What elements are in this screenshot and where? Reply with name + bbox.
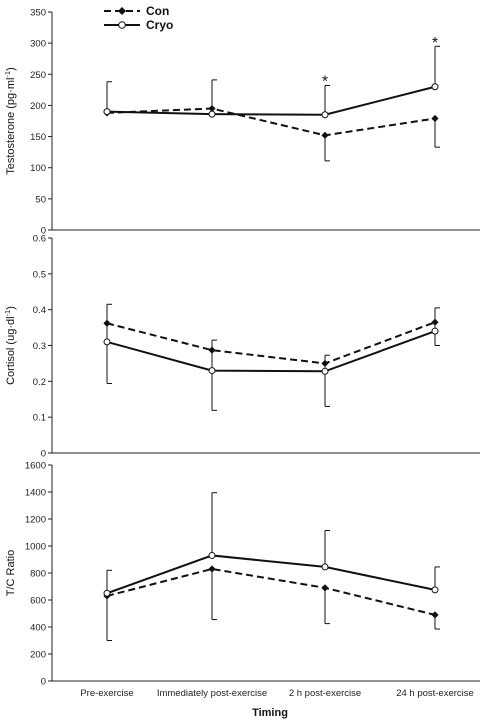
data-point xyxy=(321,111,329,119)
y-tick-label: 200 xyxy=(30,650,46,661)
data-point xyxy=(208,367,216,375)
series-line xyxy=(106,567,436,616)
series-cryo-testosterone xyxy=(103,45,440,119)
y-tick-label: 0.3 xyxy=(33,341,46,352)
data-point xyxy=(208,110,216,118)
panel-cortisol: 0 0.1 0.2 0.3 0.4 0.5 0.6 Cortisol (ug·dl-1) xyxy=(3,234,480,460)
chart-panels: 0 50 100 150 200 250 300 350 Testosterone (pg·ml… xyxy=(3,8,480,688)
y-tick-label: 0 xyxy=(41,677,46,688)
y-tick-label: 250 xyxy=(30,70,46,81)
legend-item-con: Con xyxy=(104,4,169,18)
y-tick-label: 350 xyxy=(30,8,46,19)
data-point xyxy=(321,367,329,375)
x-axis-labels: Pre-exercise Immediately post-exercise 2 h… xyxy=(80,688,473,699)
y-tick-label: 1000 xyxy=(25,542,46,553)
y-axis-title-tc_ratio: T/C Ratio xyxy=(5,550,17,596)
data-point xyxy=(431,327,439,335)
significance-marker: * xyxy=(322,74,328,91)
y-tick-label: 0.6 xyxy=(33,234,46,245)
y-tick-label: 0.4 xyxy=(33,305,46,316)
legend-label-con: Con xyxy=(146,4,169,18)
y-tick-label: 400 xyxy=(30,623,46,634)
series-con-cortisol xyxy=(103,318,440,411)
y-tick-label: 100 xyxy=(30,163,46,174)
data-point xyxy=(431,586,439,594)
y-tick-label: 0.5 xyxy=(33,269,46,280)
x-tick-label: Immediately post-exercise xyxy=(157,688,267,699)
y-axis-title-testosterone: Testosterone (pg·ml-1) xyxy=(3,67,17,175)
y-tick-label: 50 xyxy=(35,194,46,205)
series-line xyxy=(106,85,436,116)
panel-tc_ratio: 0 200 400 600 800 1000 1200 1400 1600 T/C Ratio xyxy=(5,461,480,688)
data-point xyxy=(208,565,216,573)
y-tick-label: 0 xyxy=(41,449,46,460)
y-tick-label: 600 xyxy=(30,596,46,607)
significance-marker: * xyxy=(432,35,438,52)
y-tick-label: 0.1 xyxy=(33,413,46,424)
y-tick-label: 800 xyxy=(30,569,46,580)
data-point xyxy=(321,131,329,139)
x-tick-label: 24 h post-exercise xyxy=(396,688,474,699)
legend-item-cryo: Cryo xyxy=(104,18,173,32)
panel-testosterone: 0 50 100 150 200 250 300 350 Testosterone (pg·ml… xyxy=(3,8,480,237)
y-tick-label: 0.2 xyxy=(33,377,46,388)
series-line xyxy=(106,107,436,137)
y-tick-label: 0 xyxy=(41,226,46,237)
data-point xyxy=(103,338,111,346)
legend-label-cryo: Cryo xyxy=(146,18,173,32)
data-point xyxy=(321,563,329,571)
series-line xyxy=(106,330,436,373)
data-point xyxy=(431,83,439,91)
x-tick-label: 2 h post-exercise xyxy=(289,688,361,699)
x-axis-title: Timing xyxy=(252,707,288,719)
x-tick-label: Pre-exercise xyxy=(80,688,133,699)
y-tick-label: 200 xyxy=(30,101,46,112)
data-point xyxy=(321,584,329,592)
y-tick-label: 1200 xyxy=(25,515,46,526)
y-tick-label: 150 xyxy=(30,132,46,143)
series-con-tc_ratio xyxy=(103,565,440,641)
data-point xyxy=(103,589,111,597)
data-point xyxy=(431,114,439,123)
y-tick-label: 300 xyxy=(30,39,46,50)
y-axis-title-cortisol: Cortisol (ug·dl-1) xyxy=(3,306,17,385)
data-point xyxy=(431,611,439,619)
series-line xyxy=(106,321,436,365)
y-tick-label: 1400 xyxy=(25,488,46,499)
series-cryo-cortisol xyxy=(103,303,440,375)
series-cryo-tc_ratio xyxy=(103,492,440,597)
series-line xyxy=(106,554,436,595)
data-point xyxy=(208,551,216,559)
data-point xyxy=(103,108,111,116)
chart-legend: Con Cryo xyxy=(104,4,173,32)
y-tick-label: 1600 xyxy=(25,461,46,472)
